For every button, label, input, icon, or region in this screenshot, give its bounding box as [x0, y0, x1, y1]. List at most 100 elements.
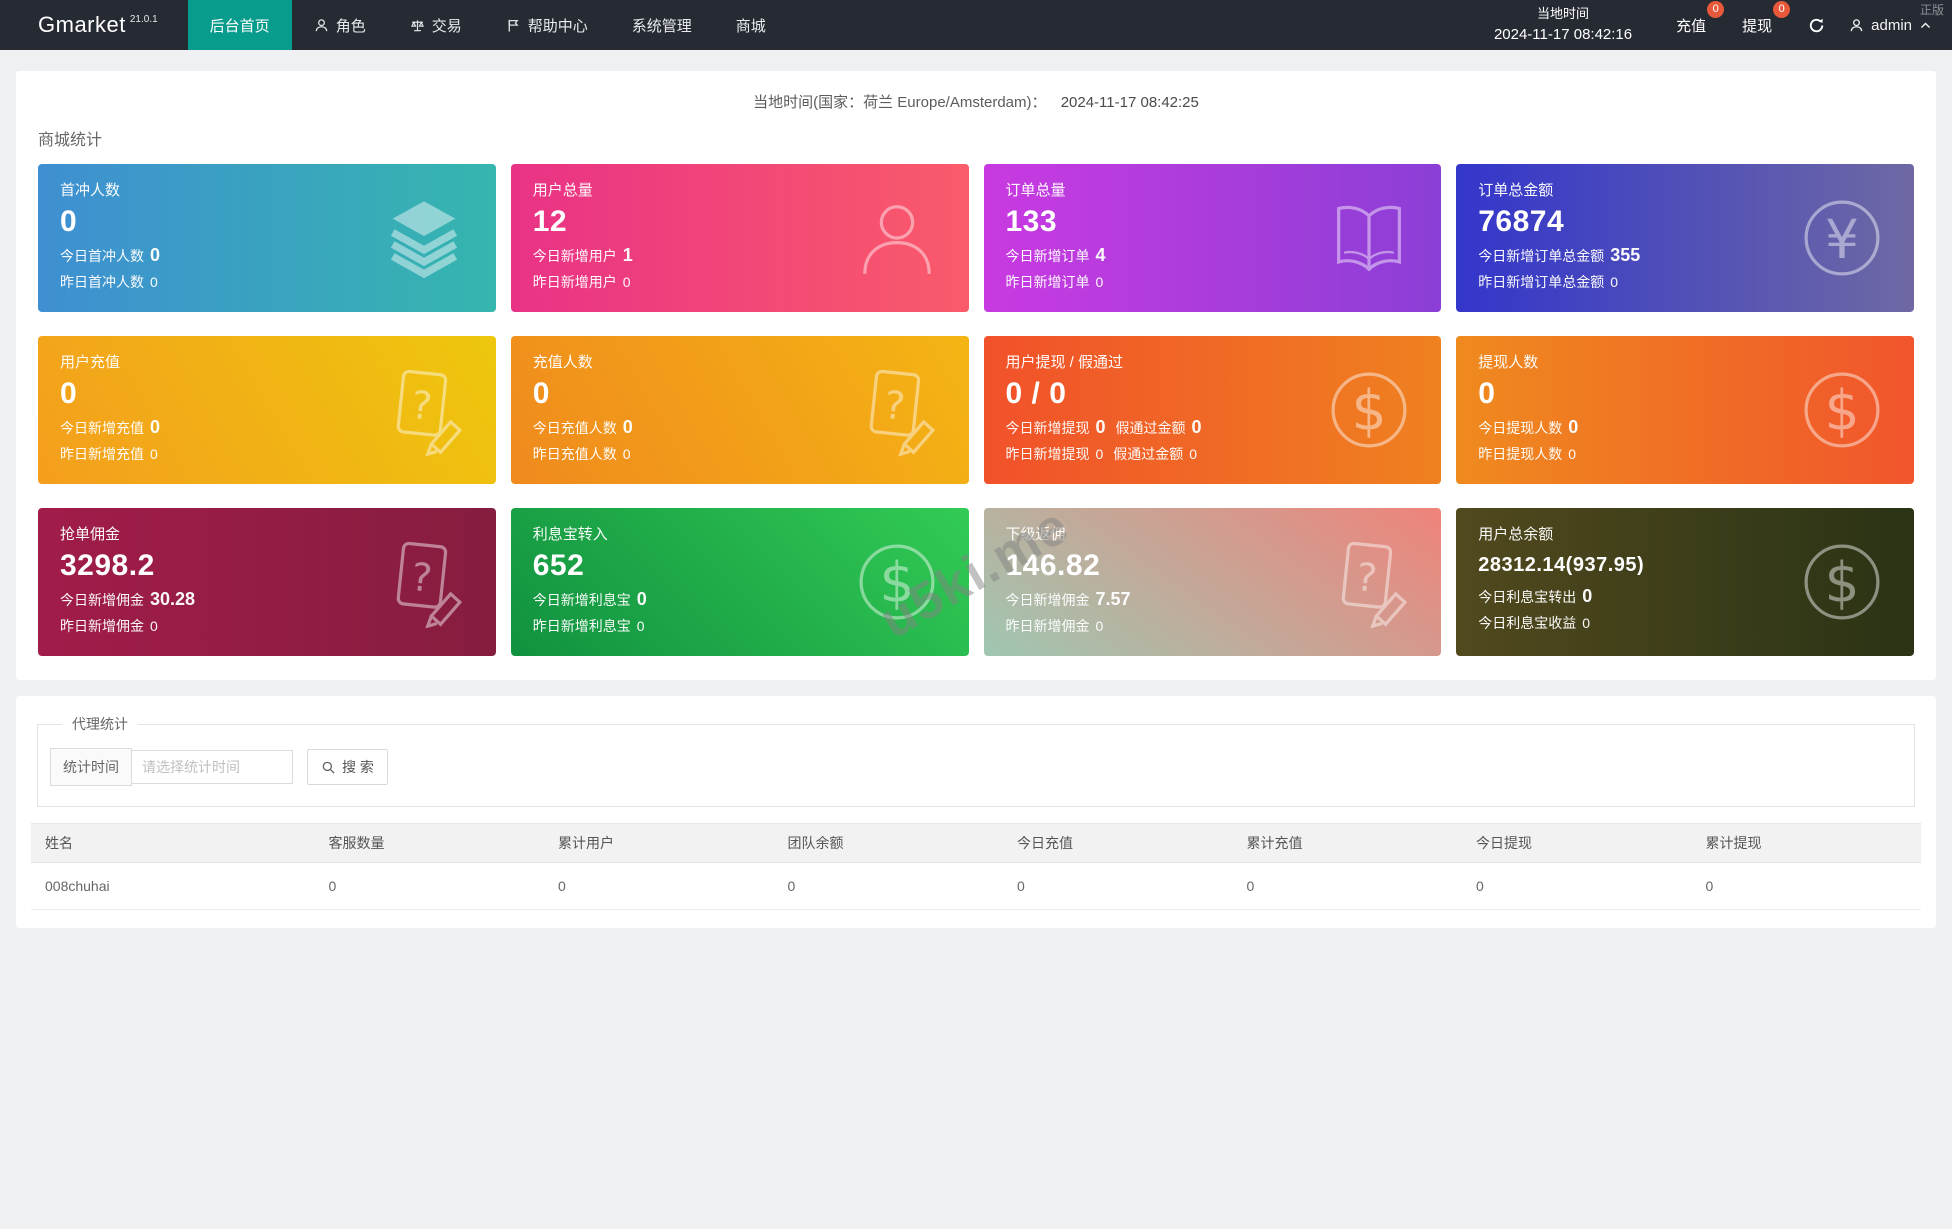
stat-card-yesterday-line: 昨日充值人数 0 — [533, 444, 947, 464]
flag-icon — [506, 18, 521, 33]
search-button[interactable]: 搜 索 — [307, 749, 388, 785]
stat-card-6: 充值人数 0 今日充值人数 0 昨日充值人数 0? — [510, 336, 969, 484]
stat-line-label: 今日新增佣金 — [1005, 592, 1090, 608]
nav-item-label: 交易 — [431, 17, 462, 35]
table-cell: 0 — [1003, 862, 1233, 910]
nav-item-mall[interactable]: 商城 — [714, 0, 788, 50]
stat-line-part: 假通过金额 0 — [1113, 446, 1197, 462]
stat-line-value: 0 — [150, 618, 158, 634]
local-time-country: 当地时间(国家：荷兰 Europe/Amsterdam)： — [753, 94, 1047, 111]
stat-card-value: 28312.14(937.95) — [1478, 554, 1645, 576]
withdraw-button[interactable]: 提现 0 — [1732, 0, 1791, 36]
stat-line-part: 今日新增订单总金额 355 — [1478, 245, 1641, 265]
agent-search-form: 统计时间 搜 索 — [50, 748, 1902, 786]
stat-card-title: 首冲人数 — [60, 182, 121, 199]
stat-card-title: 提现人数 — [1478, 354, 1539, 371]
column-header: 今日充值 — [1003, 823, 1233, 863]
column-header: 累计提现 — [1691, 823, 1921, 863]
time-range-input[interactable] — [131, 750, 293, 784]
stat-card-title: 订单总量 — [1005, 182, 1066, 199]
stat-line-label: 今日新增订单总金额 — [1478, 248, 1605, 264]
column-header: 团队余额 — [773, 823, 1003, 863]
stat-line-label: 今日充值人数 — [532, 420, 617, 436]
stat-line-label: 今日新增订单 — [1005, 248, 1090, 264]
stat-line-part: 今日首冲人数 0 — [60, 245, 160, 265]
admin-dropdown[interactable]: admin — [1843, 17, 1938, 34]
stat-card-yesterday-line: 昨日新增用户 0 — [533, 272, 947, 292]
table-cell: 0 — [1462, 862, 1692, 910]
stat-line-value: 7.57 — [1095, 589, 1131, 609]
refresh-icon[interactable] — [1808, 17, 1825, 34]
stat-card-today-line: 今日新增订单 4 — [1006, 245, 1420, 266]
stat-line-label: 昨日新增用户 — [532, 274, 617, 290]
recharge-badge: 0 — [1707, 0, 1725, 18]
stat-card-value: 652 — [532, 549, 585, 582]
brand: Gmarket 21.0.1 — [0, 0, 188, 50]
stat-line-label: 昨日首冲人数 — [60, 274, 144, 290]
stat-card-2: 用户总量 12 今日新增用户 1 昨日新增用户 0 — [510, 164, 969, 312]
stat-card-5: 用户充值 0 今日新增充值 0 昨日新增充值 0? — [38, 336, 496, 484]
stat-line-part: 昨日新增佣金 0 — [1006, 618, 1104, 634]
stat-line-label: 昨日新增提现 — [1005, 446, 1090, 462]
stat-card-title: 利息宝转入 — [532, 526, 608, 543]
stat-card-value: 146.82 — [1005, 549, 1101, 582]
stat-card-value: 0 — [1478, 377, 1496, 410]
stat-line-part: 今日新增利息宝 0 — [532, 589, 647, 609]
stat-card-title: 用户总量 — [532, 182, 593, 199]
stat-card-today-line: 今日新增佣金 30.28 — [60, 589, 474, 610]
stat-line-label: 今日首冲人数 — [60, 248, 144, 264]
stat-line-value: 0 — [150, 274, 158, 290]
stat-card-title: 用户总余额 — [1478, 526, 1554, 543]
stat-card-yesterday-line: 昨日新增利息宝 0 — [533, 616, 947, 636]
nav-item-roles[interactable]: 角色 — [292, 0, 388, 50]
stats-cards: 首冲人数 0 今日首冲人数 0 昨日首冲人数 0 用户总量 12 今日新增用户 1 昨日新增用户 0 订… — [38, 164, 1914, 656]
stat-line-part: 今日充值人数 0 — [532, 417, 633, 437]
table-cell: 0 — [773, 862, 1003, 910]
stat-line-label: 今日利息宝转出 — [1478, 589, 1577, 605]
stat-line-value: 0 — [636, 589, 647, 609]
search-icon — [321, 760, 336, 775]
stat-line-label: 今日新增利息宝 — [532, 592, 631, 608]
nav-item-trade[interactable]: 交易 — [388, 0, 484, 50]
stat-line-value: 0 — [1568, 446, 1577, 462]
nav-item-label: 帮助中心 — [527, 17, 588, 35]
stat-line-part: 今日新增提现 0 — [1006, 417, 1106, 437]
stat-line-value: 0 — [150, 417, 161, 437]
stat-line-part: 昨日充值人数 0 — [533, 446, 631, 462]
nav-right: 当地时间 2024-11-17 08:42:16 充值 0 提现 0 admin — [1494, 0, 1952, 50]
stat-line-value: 0 — [622, 446, 631, 462]
stat-card-today-line: 今日新增用户 1 — [533, 245, 947, 266]
column-header: 今日提现 — [1462, 823, 1692, 863]
nav-item-system[interactable]: 系统管理 — [610, 0, 714, 50]
stat-line-label: 昨日提现人数 — [1478, 446, 1563, 462]
stat-card-yesterday-line: 昨日新增佣金 0 — [1006, 616, 1420, 636]
stat-line-part: 昨日新增佣金 0 — [60, 618, 158, 634]
column-header: 累计用户 — [544, 823, 774, 863]
column-header: 累计充值 — [1232, 823, 1462, 863]
stat-line-part: 昨日新增订单 0 — [1006, 274, 1104, 290]
stat-line-label: 昨日充值人数 — [532, 446, 617, 462]
stat-line-part: 昨日首冲人数 0 — [60, 274, 158, 290]
nav-item-label: 商城 — [735, 17, 766, 35]
stat-card-today-line: 今日新增利息宝 0 — [533, 589, 947, 610]
local-time-value: 2024-11-17 08:42:16 — [1493, 25, 1633, 43]
stat-card-8: 提现人数 0 今日提现人数 0 昨日提现人数 0 $ — [1456, 336, 1914, 484]
stat-card-value: 133 — [1005, 205, 1058, 238]
nav-item-label: 系统管理 — [631, 17, 692, 35]
nav-item-help[interactable]: 帮助中心 — [484, 0, 610, 50]
stat-line-value: 355 — [1610, 245, 1641, 265]
stat-card-yesterday-line: 昨日新增订单总金额 0 — [1478, 272, 1892, 292]
stat-card-today-line: 今日新增佣金 7.57 — [1006, 589, 1420, 610]
stat-line-value: 0 — [1582, 615, 1591, 631]
nav-item-home[interactable]: 后台首页 — [187, 0, 292, 50]
stat-line-part: 今日提现人数 0 — [1478, 417, 1578, 437]
stat-card-value: 0 / 0 — [1005, 377, 1067, 410]
stat-line-part: 昨日提现人数 0 — [1478, 446, 1576, 462]
stat-card-today-line: 今日首冲人数 0 — [60, 245, 474, 266]
stat-line-label: 今日利息宝收益 — [1478, 615, 1577, 631]
search-button-label: 搜 索 — [342, 759, 374, 775]
stat-line-part: 今日新增订单 4 — [1005, 245, 1106, 265]
stat-card-value: 0 — [60, 205, 78, 238]
recharge-button[interactable]: 充值 0 — [1666, 0, 1725, 36]
stat-card-value: 0 — [532, 377, 550, 410]
